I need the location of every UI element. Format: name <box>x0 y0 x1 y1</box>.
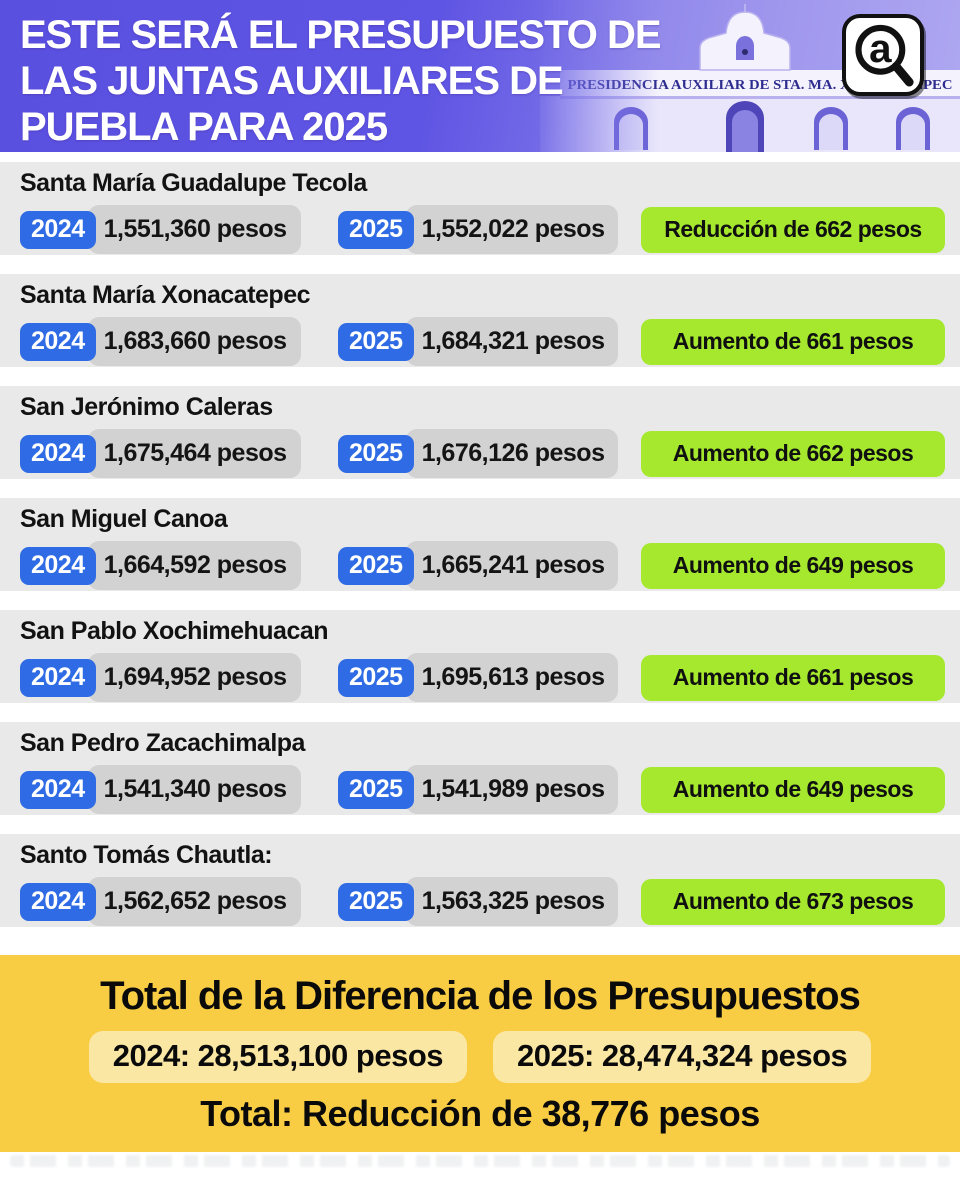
budget-chips: 2024 1,551,360 pesos 2025 1,552,022 peso… <box>20 205 945 254</box>
budget-chips: 2024 1,694,952 pesos 2025 1,695,613 peso… <box>20 653 945 702</box>
year-chip-2024: 2024 <box>20 546 96 585</box>
year-chip-2025: 2025 <box>337 434 414 473</box>
amount-2024: 1,551,360 pesos <box>87 205 301 254</box>
change-badge: Reducción de 662 pesos <box>640 206 945 253</box>
title-line-1: ESTE SERÁ EL PRESUPUESTO DE <box>20 13 662 57</box>
junta-name: Santa María Guadalupe Tecola <box>20 169 367 197</box>
junta-row: Santo Tomás Chautla: 2024 1,562,652 peso… <box>0 834 960 927</box>
budget-2024: 2024 1,562,652 pesos <box>20 877 338 926</box>
junta-row: San Miguel Canoa 2024 1,664,592 pesos 20… <box>0 498 960 591</box>
budget-chips: 2024 1,675,464 pesos 2025 1,676,126 peso… <box>20 429 945 478</box>
junta-row: San Jerónimo Caleras 2024 1,675,464 peso… <box>0 386 960 479</box>
a-magnifier-logo-icon: a <box>855 24 914 87</box>
junta-rows-list: Santa María Guadalupe Tecola 2024 1,551,… <box>0 162 960 946</box>
year-chip-2025: 2025 <box>337 546 414 585</box>
junta-row: San Pablo Xochimehuacan 2024 1,694,952 p… <box>0 610 960 703</box>
amount-2024: 1,683,660 pesos <box>87 317 301 366</box>
amount-2025: 1,563,325 pesos <box>405 877 619 926</box>
year-chip-2024: 2024 <box>20 434 96 473</box>
year-chip-2025: 2025 <box>337 210 414 249</box>
total-difference-line: Total: Reducción de 38,776 pesos <box>200 1093 760 1134</box>
budget-2025: 2025 1,665,241 pesos <box>337 541 641 590</box>
amount-2025: 1,541,989 pesos <box>405 765 619 814</box>
budget-2024: 2024 1,664,592 pesos <box>20 541 338 590</box>
year-chip-2024: 2024 <box>20 210 96 249</box>
amount-2024: 1,675,464 pesos <box>87 429 301 478</box>
year-chip-2025: 2025 <box>337 322 414 361</box>
budget-2024: 2024 1,541,340 pesos <box>20 765 338 814</box>
change-badge: Aumento de 649 pesos <box>640 542 945 589</box>
header-banner: ESTE SERÁ EL PRESUPUESTO DE LAS JUNTAS A… <box>0 0 960 152</box>
amount-2025: 1,676,126 pesos <box>405 429 619 478</box>
junta-name: San Miguel Canoa <box>20 505 228 533</box>
budget-2024: 2024 1,551,360 pesos <box>20 205 338 254</box>
year-chip-2024: 2024 <box>20 658 96 697</box>
amount-2025: 1,684,321 pesos <box>405 317 619 366</box>
amount-2024: 1,541,340 pesos <box>87 765 301 814</box>
amount-2024: 1,694,952 pesos <box>87 653 301 702</box>
budget-2025: 2025 1,541,989 pesos <box>337 765 641 814</box>
amount-2024: 1,562,652 pesos <box>87 877 301 926</box>
year-chip-2024: 2024 <box>20 882 96 921</box>
change-badge: Aumento de 662 pesos <box>640 430 945 477</box>
year-chip-2024: 2024 <box>20 322 96 361</box>
media-logo: a <box>842 14 924 96</box>
budget-2024: 2024 1,675,464 pesos <box>20 429 338 478</box>
budget-2024: 2024 1,683,660 pesos <box>20 317 338 366</box>
amount-2025: 1,695,613 pesos <box>405 653 619 702</box>
change-badge: Aumento de 661 pesos <box>640 318 945 365</box>
year-chip-2025: 2025 <box>337 882 414 921</box>
budget-chips: 2024 1,683,660 pesos 2025 1,684,321 peso… <box>20 317 945 366</box>
totals-footer: Total de la Diferencia de los Presupuest… <box>0 955 960 1152</box>
year-chip-2025: 2025 <box>337 770 414 809</box>
budget-chips: 2024 1,562,652 pesos 2025 1,563,325 peso… <box>20 877 945 926</box>
junta-name: San Jerónimo Caleras <box>20 393 273 421</box>
change-badge: Aumento de 661 pesos <box>640 654 945 701</box>
junta-name: Santa María Xonacatepec <box>20 281 311 309</box>
junta-row: Santa María Guadalupe Tecola 2024 1,551,… <box>0 162 960 255</box>
totals-title: Total de la Diferencia de los Presupuest… <box>100 974 861 1018</box>
title-line-2: LAS JUNTAS AUXILIARES DE <box>20 59 564 103</box>
faint-ghost-text-strip <box>10 1155 950 1167</box>
amount-2025: 1,552,022 pesos <box>405 205 619 254</box>
totals-pills: 2024: 28,513,100 pesos 2025: 28,474,324 … <box>0 1031 960 1083</box>
amount-2024: 1,664,592 pesos <box>87 541 301 590</box>
budget-2025: 2025 1,676,126 pesos <box>337 429 641 478</box>
junta-name: Santo Tomás Chautla: <box>20 841 273 869</box>
page-title: ESTE SERÁ EL PRESUPUESTO DE LAS JUNTAS A… <box>20 12 662 150</box>
junta-name: San Pedro Zacachimalpa <box>20 729 305 757</box>
budget-chips: 2024 1,664,592 pesos 2025 1,665,241 peso… <box>20 541 945 590</box>
change-badge: Aumento de 649 pesos <box>640 766 945 813</box>
junta-row: Santa María Xonacatepec 2024 1,683,660 p… <box>0 274 960 367</box>
junta-row: San Pedro Zacachimalpa 2024 1,541,340 pe… <box>0 722 960 815</box>
junta-name: San Pablo Xochimehuacan <box>20 617 329 645</box>
year-chip-2024: 2024 <box>20 770 96 809</box>
amount-2025: 1,665,241 pesos <box>405 541 619 590</box>
budget-chips: 2024 1,541,340 pesos 2025 1,541,989 peso… <box>20 765 945 814</box>
budget-2025: 2025 1,563,325 pesos <box>337 877 641 926</box>
budget-2025: 2025 1,695,613 pesos <box>337 653 641 702</box>
total-2025-pill: 2025: 28,474,324 pesos <box>493 1031 872 1083</box>
budget-2025: 2025 1,684,321 pesos <box>337 317 641 366</box>
total-2024-pill: 2024: 28,513,100 pesos <box>88 1031 467 1083</box>
change-badge: Aumento de 673 pesos <box>640 878 945 925</box>
budget-2024: 2024 1,694,952 pesos <box>20 653 338 702</box>
year-chip-2025: 2025 <box>337 658 414 697</box>
svg-text:a: a <box>869 26 892 71</box>
title-line-3: PUEBLA PARA 2025 <box>20 105 388 149</box>
budget-2025: 2025 1,552,022 pesos <box>337 205 641 254</box>
